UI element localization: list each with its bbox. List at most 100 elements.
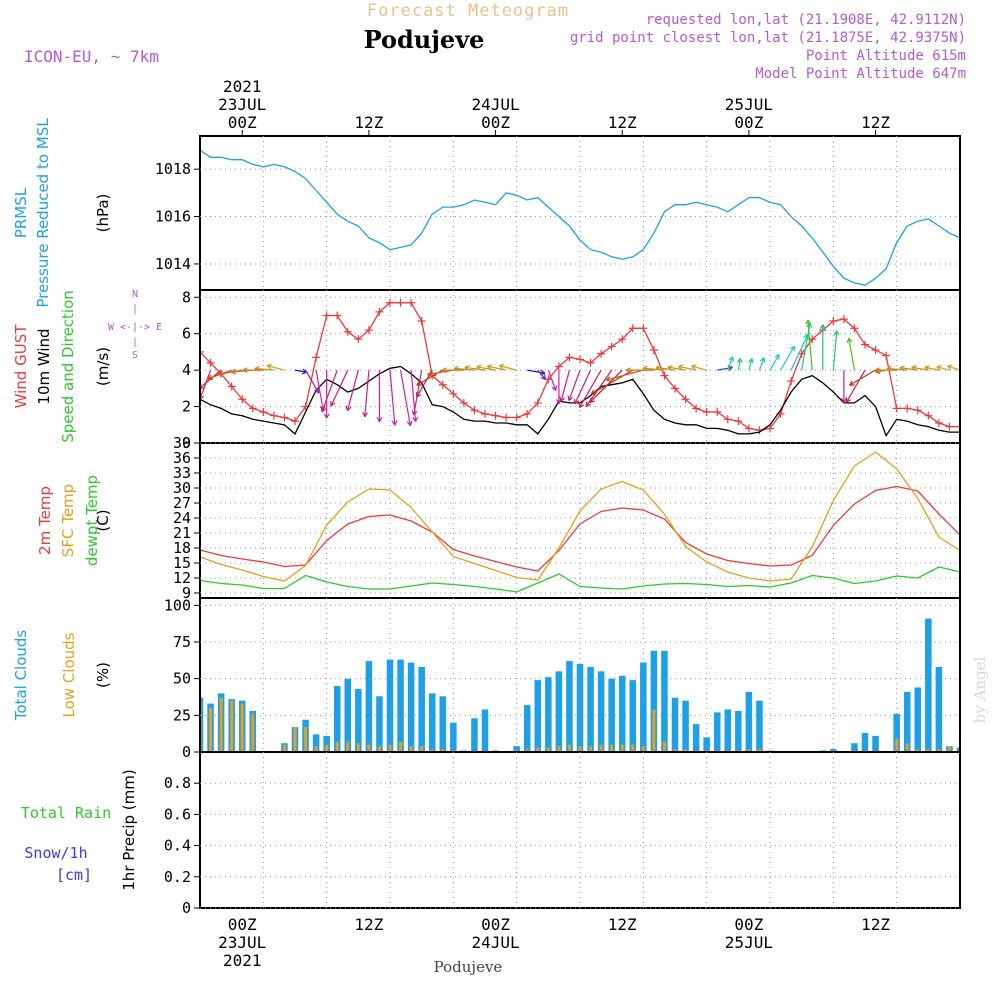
wind-arrow-head (376, 417, 383, 423)
gust-marker (354, 335, 363, 344)
wind-arrow (606, 369, 644, 381)
wind-arrow-head (320, 406, 327, 413)
panel-title: Low Clouds (60, 632, 78, 717)
bar-total-clouds (460, 750, 468, 751)
gust-marker (375, 307, 384, 316)
point-altitude: Point Altitude 615m (806, 48, 966, 64)
wind-arrow (389, 370, 396, 426)
bar-total-clouds (703, 737, 710, 751)
wind-arrow-head (406, 420, 413, 427)
bar-low-clouds (325, 744, 329, 751)
bar-low-clouds (747, 749, 751, 751)
panels: 1014 1016 1018 PRMSL Pressure Reduced to MSL… (12, 118, 985, 917)
wind-arrow-head (230, 368, 237, 375)
wind-arrow-head (846, 337, 853, 344)
gust-marker (829, 316, 838, 325)
bar-total-clouds (492, 750, 499, 751)
wind-arrow (560, 369, 571, 402)
bar-low-clouds (578, 746, 582, 751)
bar-total-clouds (682, 700, 689, 751)
wind-arrow-head (833, 330, 840, 336)
bar-low-clouds (726, 750, 730, 751)
gust-marker (692, 404, 701, 413)
wind-arrow (321, 369, 338, 413)
bar-low-clouds (314, 746, 318, 751)
panel-title: Total Rain (21, 804, 111, 822)
gust-marker (628, 324, 637, 333)
bar-low-clouds (304, 727, 308, 751)
gust-marker (481, 409, 489, 418)
bar-low-clouds (662, 741, 666, 751)
wind-arrow-head (345, 405, 352, 412)
gust-marker (280, 413, 289, 422)
compass-label: W <-|-> E (108, 322, 162, 333)
wind-arrow (464, 366, 486, 371)
bar-low-clouds (515, 750, 519, 751)
wind-arrow (305, 369, 320, 394)
wind-arrow-head (330, 401, 336, 407)
wind-arrow-head (391, 420, 398, 426)
panel-title: SFC Temp (59, 484, 77, 557)
bar-total-clouds (671, 697, 679, 751)
gust-marker (956, 426, 959, 428)
wind-arrow-head (416, 392, 422, 398)
gust-marker (671, 384, 679, 393)
bar-total-clouds (376, 696, 383, 751)
bar-low-clouds (335, 741, 339, 751)
panel-title: Total Clouds (12, 630, 30, 722)
bar-total-clouds (661, 650, 668, 751)
wind-arrow (790, 333, 809, 371)
compass-label: S (132, 350, 138, 361)
bottom-axis-label: 00Z (228, 915, 257, 934)
bar-low-clouds (557, 746, 561, 751)
compass-label: | (132, 337, 138, 348)
bar-total-clouds (407, 662, 415, 751)
y-tick-label: 2 (182, 398, 191, 416)
bar-low-clouds (958, 747, 959, 751)
gust-marker (523, 409, 532, 418)
bar-total-clouds (851, 743, 858, 751)
bar-total-clouds (935, 666, 943, 751)
wind-arrow (848, 338, 856, 371)
bar-total-clouds (312, 734, 320, 751)
gust-marker (386, 298, 394, 307)
gust-marker (913, 406, 922, 415)
bar-low-clouds (367, 744, 371, 751)
wind-arrow-head (242, 367, 248, 374)
gust-marker (924, 411, 933, 420)
wind-arrow-head (578, 402, 585, 409)
wind-arrow-head (947, 364, 953, 371)
bar-total-clouds (713, 712, 721, 751)
bar-low-clouds (610, 744, 614, 751)
bar-total-clouds (386, 659, 394, 751)
wind-arrow-head (678, 364, 684, 371)
y-tick-label: 0.4 (164, 837, 191, 855)
bar-total-clouds (513, 746, 520, 751)
wind-arrow (737, 358, 742, 371)
gust-marker (417, 316, 426, 325)
gust-marker (713, 408, 722, 417)
bar-low-clouds (409, 746, 413, 751)
y-tick-label: 18 (173, 539, 191, 557)
panel-pressure: 1014 1016 1018 PRMSL Pressure Reduced to MSL… (12, 118, 961, 308)
wind-arrow (346, 369, 359, 411)
bar-low-clouds (736, 750, 740, 751)
y-tick-label: 39 (173, 434, 191, 452)
y-tick-label: 30 (173, 479, 191, 497)
bar-low-clouds (346, 741, 350, 751)
wind-arrow (454, 367, 475, 371)
bar-low-clouds (251, 713, 255, 751)
wind-arrow-head (899, 365, 905, 372)
gust-marker (945, 422, 954, 431)
wind-arrow-head (416, 380, 422, 386)
wind-arrow-head (924, 365, 930, 371)
gust-marker (977, 424, 985, 432)
bar-total-clouds (925, 618, 932, 751)
bar-low-clouds (715, 750, 719, 751)
y-tick-label: 15 (173, 554, 191, 572)
bar-total-clouds (201, 697, 204, 751)
panel-unit: (m/s) (94, 347, 112, 386)
wind-arrow-head (412, 416, 419, 422)
